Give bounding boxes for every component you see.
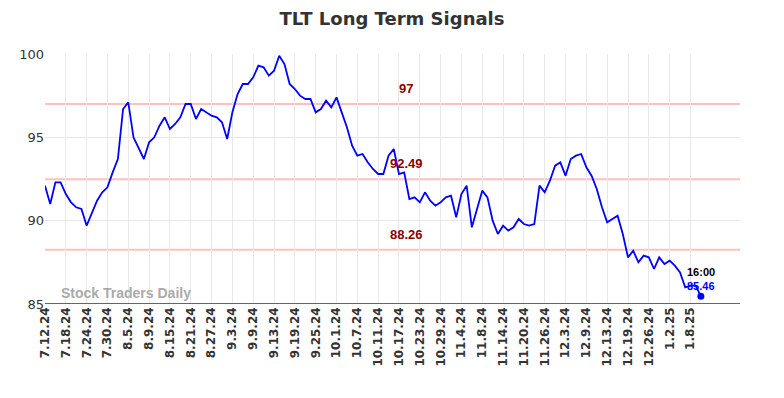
svg-text:TLT Long Term Signals: TLT Long Term Signals — [280, 8, 505, 29]
svg-text:97: 97 — [399, 81, 413, 96]
svg-text:10.11.24: 10.11.24 — [371, 307, 385, 366]
svg-text:7.30.24: 7.30.24 — [100, 307, 114, 358]
svg-text:92.49: 92.49 — [390, 156, 423, 171]
svg-text:10.1.24: 10.1.24 — [329, 307, 343, 358]
svg-text:7.24.24: 7.24.24 — [80, 307, 94, 358]
svg-text:8.15.24: 8.15.24 — [163, 307, 177, 358]
svg-text:12.13.24: 12.13.24 — [600, 307, 614, 366]
svg-text:12.19.24: 12.19.24 — [621, 307, 635, 366]
svg-text:88.26: 88.26 — [390, 227, 423, 242]
svg-text:11.14.24: 11.14.24 — [496, 307, 510, 366]
svg-text:10.23.24: 10.23.24 — [413, 307, 427, 366]
svg-text:10.17.24: 10.17.24 — [392, 307, 406, 366]
svg-text:11.4.24: 11.4.24 — [454, 307, 468, 358]
svg-text:8.9.24: 8.9.24 — [142, 307, 156, 350]
svg-text:9.9.24: 9.9.24 — [246, 307, 260, 350]
svg-text:9.25.24: 9.25.24 — [309, 307, 323, 358]
svg-text:9.3.24: 9.3.24 — [225, 307, 239, 350]
svg-text:8.5.24: 8.5.24 — [121, 307, 135, 350]
svg-text:8.21.24: 8.21.24 — [184, 307, 198, 358]
svg-text:7.18.24: 7.18.24 — [59, 307, 73, 358]
svg-text:11.26.24: 11.26.24 — [538, 307, 552, 366]
svg-text:95: 95 — [27, 130, 44, 145]
svg-text:90: 90 — [27, 213, 44, 228]
svg-text:1.2.25: 1.2.25 — [663, 307, 677, 350]
svg-text:85.46: 85.46 — [687, 280, 715, 292]
svg-text:12.3.24: 12.3.24 — [558, 307, 572, 358]
svg-text:Stock Traders Daily: Stock Traders Daily — [61, 285, 191, 301]
svg-text:16:00: 16:00 — [687, 266, 715, 278]
svg-text:12.9.24: 12.9.24 — [579, 307, 593, 358]
svg-text:11.8.24: 11.8.24 — [475, 307, 489, 358]
svg-text:9.13.24: 9.13.24 — [267, 307, 281, 358]
svg-text:100: 100 — [19, 47, 44, 62]
svg-text:10.7.24: 10.7.24 — [350, 307, 364, 358]
svg-text:9.19.24: 9.19.24 — [288, 307, 302, 358]
svg-text:8.27.24: 8.27.24 — [204, 307, 218, 358]
svg-text:11.20.24: 11.20.24 — [517, 307, 531, 366]
svg-text:1.8.25: 1.8.25 — [683, 307, 697, 350]
svg-text:12.26.24: 12.26.24 — [642, 307, 656, 366]
svg-text:7.12.24: 7.12.24 — [38, 307, 52, 358]
svg-text:10.29.24: 10.29.24 — [434, 307, 448, 366]
svg-text:85: 85 — [27, 297, 44, 312]
